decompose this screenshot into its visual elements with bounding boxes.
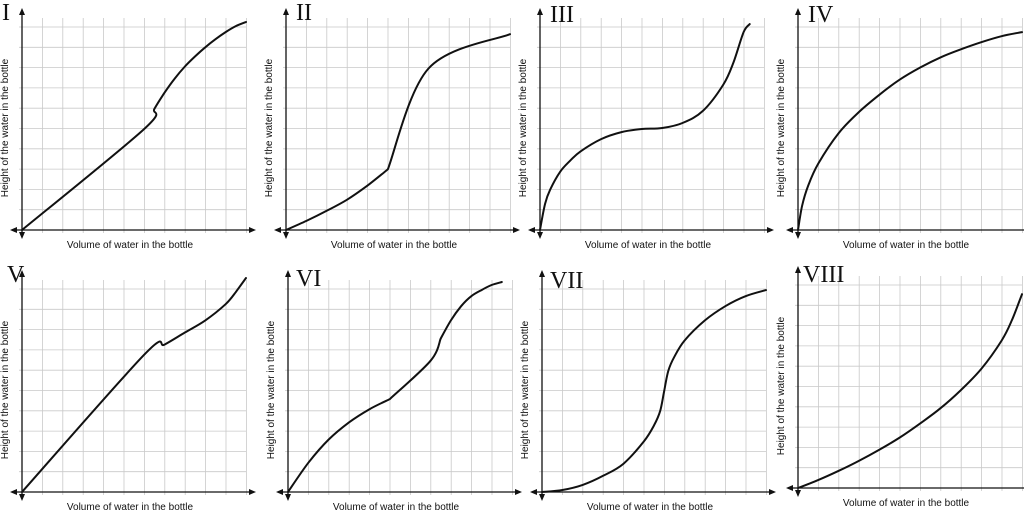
x-axis-arrow-left (274, 227, 281, 233)
axes (530, 10, 772, 237)
y-axis-arrow-down (283, 232, 289, 239)
y-axis-arrow-up (539, 270, 545, 277)
graph-panel-1: I Volume of water in the bottle Height of … (0, 0, 256, 251)
graph-panel-8: VIII Volume of water in the bottle Height … (776, 262, 1024, 509)
graph-title: VI (296, 266, 321, 292)
graph-title: V (7, 262, 25, 288)
graph-panel-7: VII Volume of water in the bottle Height o… (520, 268, 776, 513)
y-axis-label: Height of the water in the bottle (520, 320, 531, 459)
graph-title: II (296, 0, 312, 26)
x-axis-arrow-left (530, 489, 537, 495)
gridlines (285, 280, 513, 495)
x-axis-label: Volume of water in the bottle (333, 502, 460, 513)
axes (276, 10, 518, 237)
y-axis-arrow-up (283, 8, 289, 15)
y-axis-arrow-up (795, 8, 801, 15)
axis-arrowheads (276, 270, 522, 501)
gridlines (795, 276, 1023, 491)
y-axis-arrow-down (19, 494, 25, 501)
x-axis-arrow-left (276, 489, 283, 495)
gridlines (795, 18, 1023, 233)
x-axis-arrow-left (528, 227, 535, 233)
gridlines (537, 18, 765, 233)
data-curve (539, 23, 751, 231)
x-axis-arrow-right (769, 489, 776, 495)
axis-arrowheads (786, 8, 801, 239)
y-axis-label: Height of the water in the bottle (266, 320, 277, 459)
graph-title: III (550, 2, 574, 28)
x-axis-arrow-right (767, 227, 774, 233)
x-axis-label: Volume of water in the bottle (843, 240, 970, 251)
gridlines (19, 280, 247, 495)
graph-panel-6: VI Volume of water in the bottle Height of… (266, 266, 522, 513)
axis-arrowheads (786, 266, 801, 497)
data-curve (797, 293, 1023, 489)
x-axis-label: Volume of water in the bottle (585, 240, 712, 251)
gridlines (19, 18, 247, 233)
graph-panel-2: II Volume of water in the bottle Height of… (264, 0, 520, 251)
x-axis-arrow-right (249, 489, 256, 495)
axis-arrowheads (274, 8, 520, 239)
graph-title: VII (550, 268, 583, 294)
graph-title: VIII (803, 262, 844, 288)
graph-title: IV (808, 2, 834, 28)
axes (12, 272, 254, 499)
y-axis-arrow-down (285, 494, 291, 501)
axis-arrowheads (10, 270, 256, 501)
y-axis-arrow-down (537, 232, 543, 239)
axes (278, 272, 520, 499)
y-axis-label: Height of the water in the bottle (776, 58, 787, 197)
data-curve (285, 33, 511, 231)
axis-arrowheads (528, 8, 774, 239)
data-curve (21, 21, 247, 231)
graph-panel-3: III Volume of water in the bottle Height o… (518, 2, 774, 251)
y-axis-label: Height of the water in the bottle (264, 58, 275, 197)
graph-panel-4: IV Volume of water in the bottle Height of… (776, 2, 1024, 251)
data-curve (541, 289, 767, 493)
y-axis-arrow-down (539, 494, 545, 501)
data-curve (797, 31, 1023, 231)
x-axis-arrow-right (513, 227, 520, 233)
y-axis-arrow-up (19, 8, 25, 15)
x-axis-label: Volume of water in the bottle (843, 498, 970, 509)
y-axis-label: Height of the water in the bottle (0, 58, 11, 197)
x-axis-arrow-left (10, 489, 17, 495)
y-axis-label: Height of the water in the bottle (0, 320, 11, 459)
x-axis-label: Volume of water in the bottle (331, 240, 458, 251)
y-axis-arrow-down (795, 490, 801, 497)
axis-arrowheads (530, 270, 776, 501)
x-axis-arrow-left (786, 227, 793, 233)
data-curve (287, 281, 503, 493)
graph-title: I (2, 0, 10, 26)
graph-panel-5: V Volume of water in the bottle Height of … (0, 262, 256, 513)
y-axis-arrow-down (795, 232, 801, 239)
y-axis-arrow-up (537, 8, 543, 15)
axes (532, 272, 774, 499)
x-axis-arrow-left (786, 485, 793, 491)
y-axis-arrow-up (795, 266, 801, 273)
axes (12, 10, 254, 237)
axes (788, 10, 1024, 237)
x-axis-arrow-right (515, 489, 522, 495)
y-axis-arrow-down (19, 232, 25, 239)
x-axis-arrow-right (249, 227, 256, 233)
y-axis-arrow-up (19, 270, 25, 277)
gridlines (539, 280, 767, 495)
axis-arrowheads (10, 8, 256, 239)
x-axis-label: Volume of water in the bottle (587, 502, 714, 513)
x-axis-label: Volume of water in the bottle (67, 240, 194, 251)
x-axis-label: Volume of water in the bottle (67, 502, 194, 513)
y-axis-arrow-up (285, 270, 291, 277)
data-curve (21, 277, 247, 493)
gridlines (283, 18, 511, 233)
x-axis-arrow-left (10, 227, 17, 233)
y-axis-label: Height of the water in the bottle (776, 316, 787, 455)
y-axis-label: Height of the water in the bottle (518, 58, 529, 197)
axes (788, 268, 1024, 495)
